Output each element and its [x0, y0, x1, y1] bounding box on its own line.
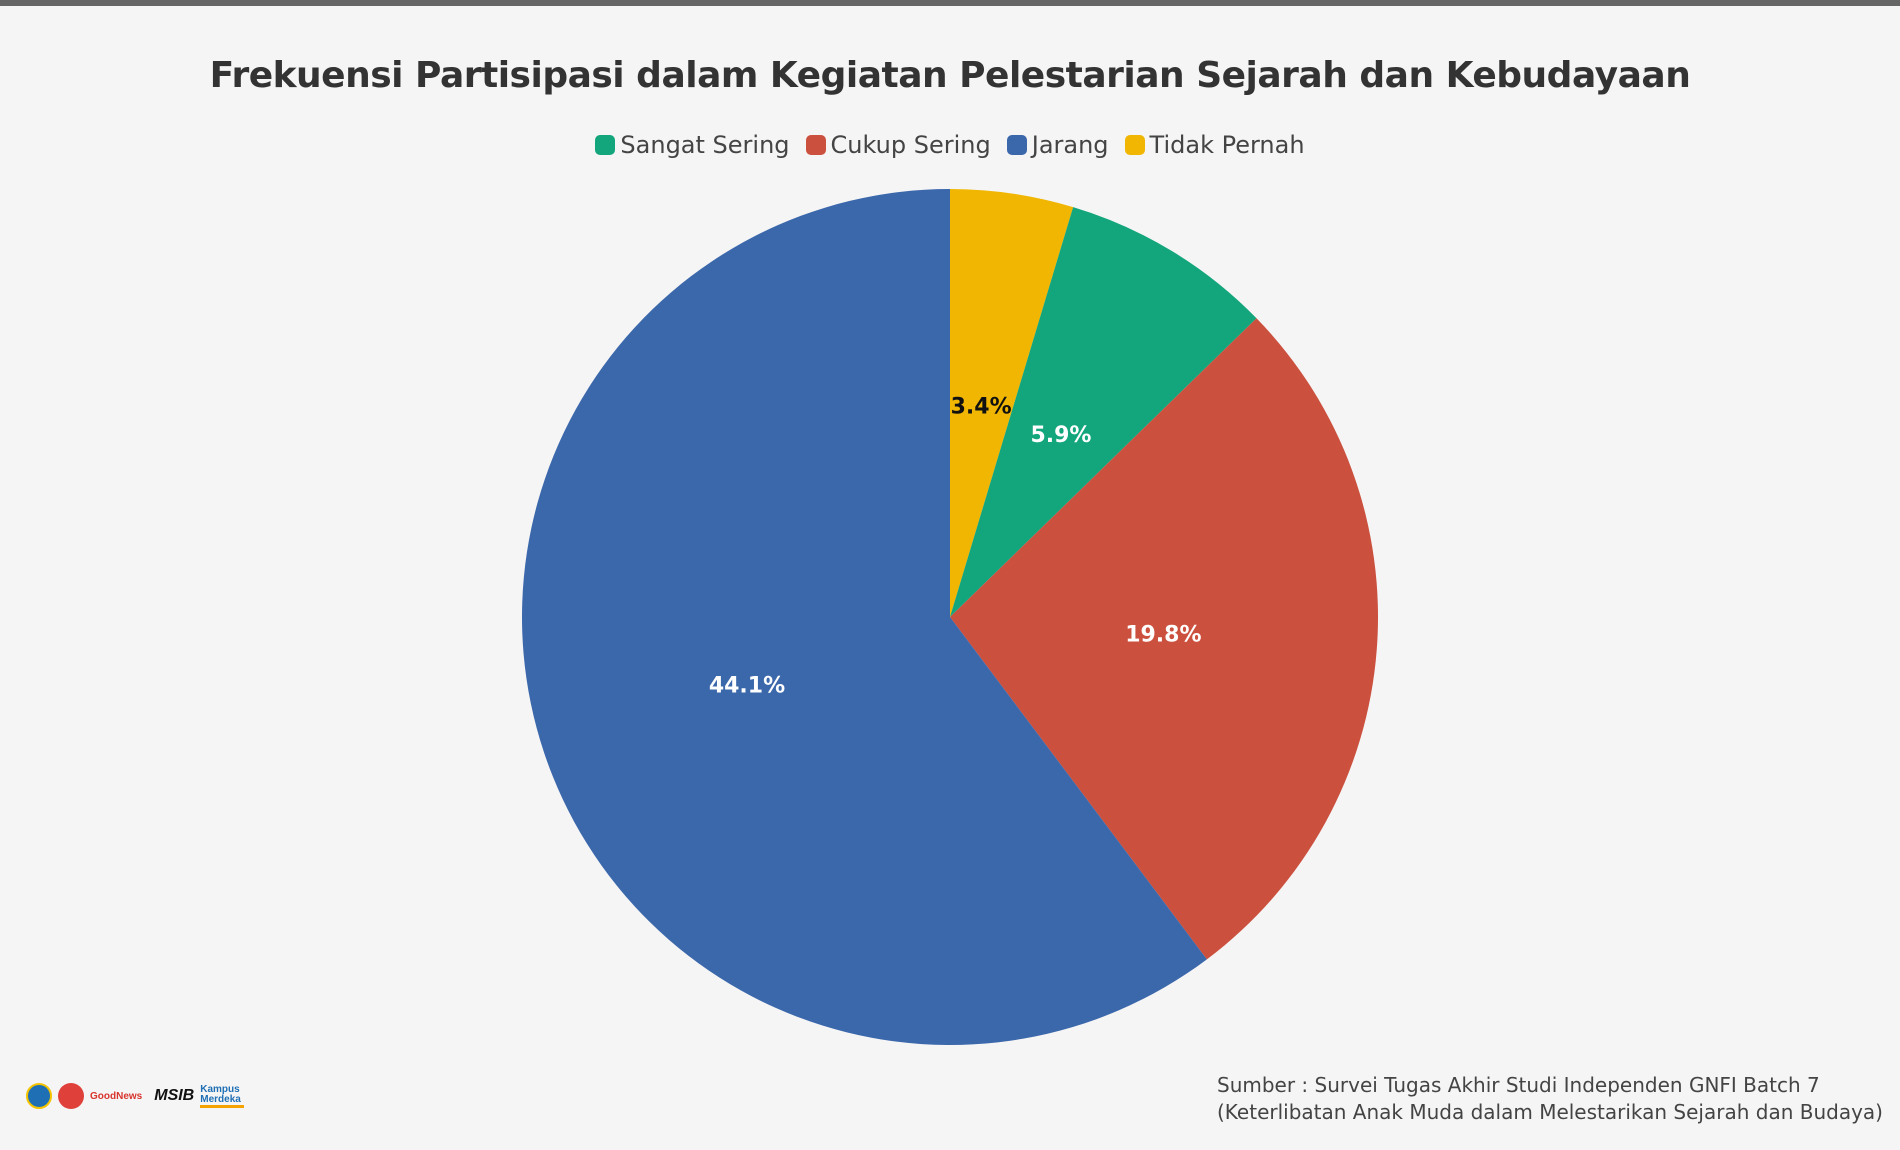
chart-title: Frekuensi Partisipasi dalam Kegiatan Pel… — [209, 55, 1691, 96]
pie-slice-sangat-sering[interactable] — [950, 207, 1257, 617]
slice-value-label: 3.4% — [951, 394, 1012, 419]
legend-swatch — [595, 135, 616, 155]
source-line-2: (Keterlibatan Anak Muda dalam Melestarik… — [1217, 1100, 1883, 1124]
source-line-1: Sumber : Survei Tugas Akhir Studi Indepe… — [1217, 1073, 1820, 1097]
legend-swatch — [805, 135, 826, 155]
source-note: Sumber : Survei Tugas Akhir Studi Indepe… — [1217, 1072, 1883, 1126]
legend-swatch — [1124, 135, 1145, 155]
slice-value-label: 44.1% — [709, 674, 785, 699]
legend-item-jarang[interactable]: Jarang — [1006, 131, 1109, 159]
legend-label: Cukup Sering — [830, 131, 991, 159]
kemendikbud-logo-icon — [26, 1083, 52, 1109]
chart-legend: Sangat Sering Cukup Sering Jarang Tidak Per… — [0, 131, 1900, 159]
kampus-merdeka-logo-text: Kampus Merdeka — [200, 1084, 245, 1108]
slice-value-label: 5.9% — [1030, 423, 1091, 448]
partner-logos: GoodNews MSIB Kampus Merdeka — [26, 1083, 245, 1109]
legend-item-sangat-sering[interactable]: Sangat Sering — [595, 131, 790, 159]
legend-label: Sangat Sering — [620, 131, 790, 159]
top-border — [0, 0, 1900, 6]
legend-label: Tidak Pernah — [1149, 131, 1305, 159]
legend-swatch — [1006, 135, 1027, 155]
msib-logo-text: MSIB — [154, 1087, 195, 1104]
goodnews-logo-text: GoodNews — [90, 1090, 143, 1102]
legend-item-cukup-sering[interactable]: Cukup Sering — [805, 131, 991, 159]
slice-value-label: 19.8% — [1125, 623, 1201, 648]
pie-slice-cukup-sering[interactable] — [950, 318, 1378, 960]
legend-item-tidak-pernah[interactable]: Tidak Pernah — [1124, 131, 1305, 159]
legend-label: Jarang — [1031, 131, 1109, 159]
pie-slice-tidak-pernah[interactable] — [950, 189, 1074, 617]
pie-slice-jarang[interactable] — [522, 189, 1207, 1045]
goodnews-logo-icon — [58, 1083, 84, 1109]
